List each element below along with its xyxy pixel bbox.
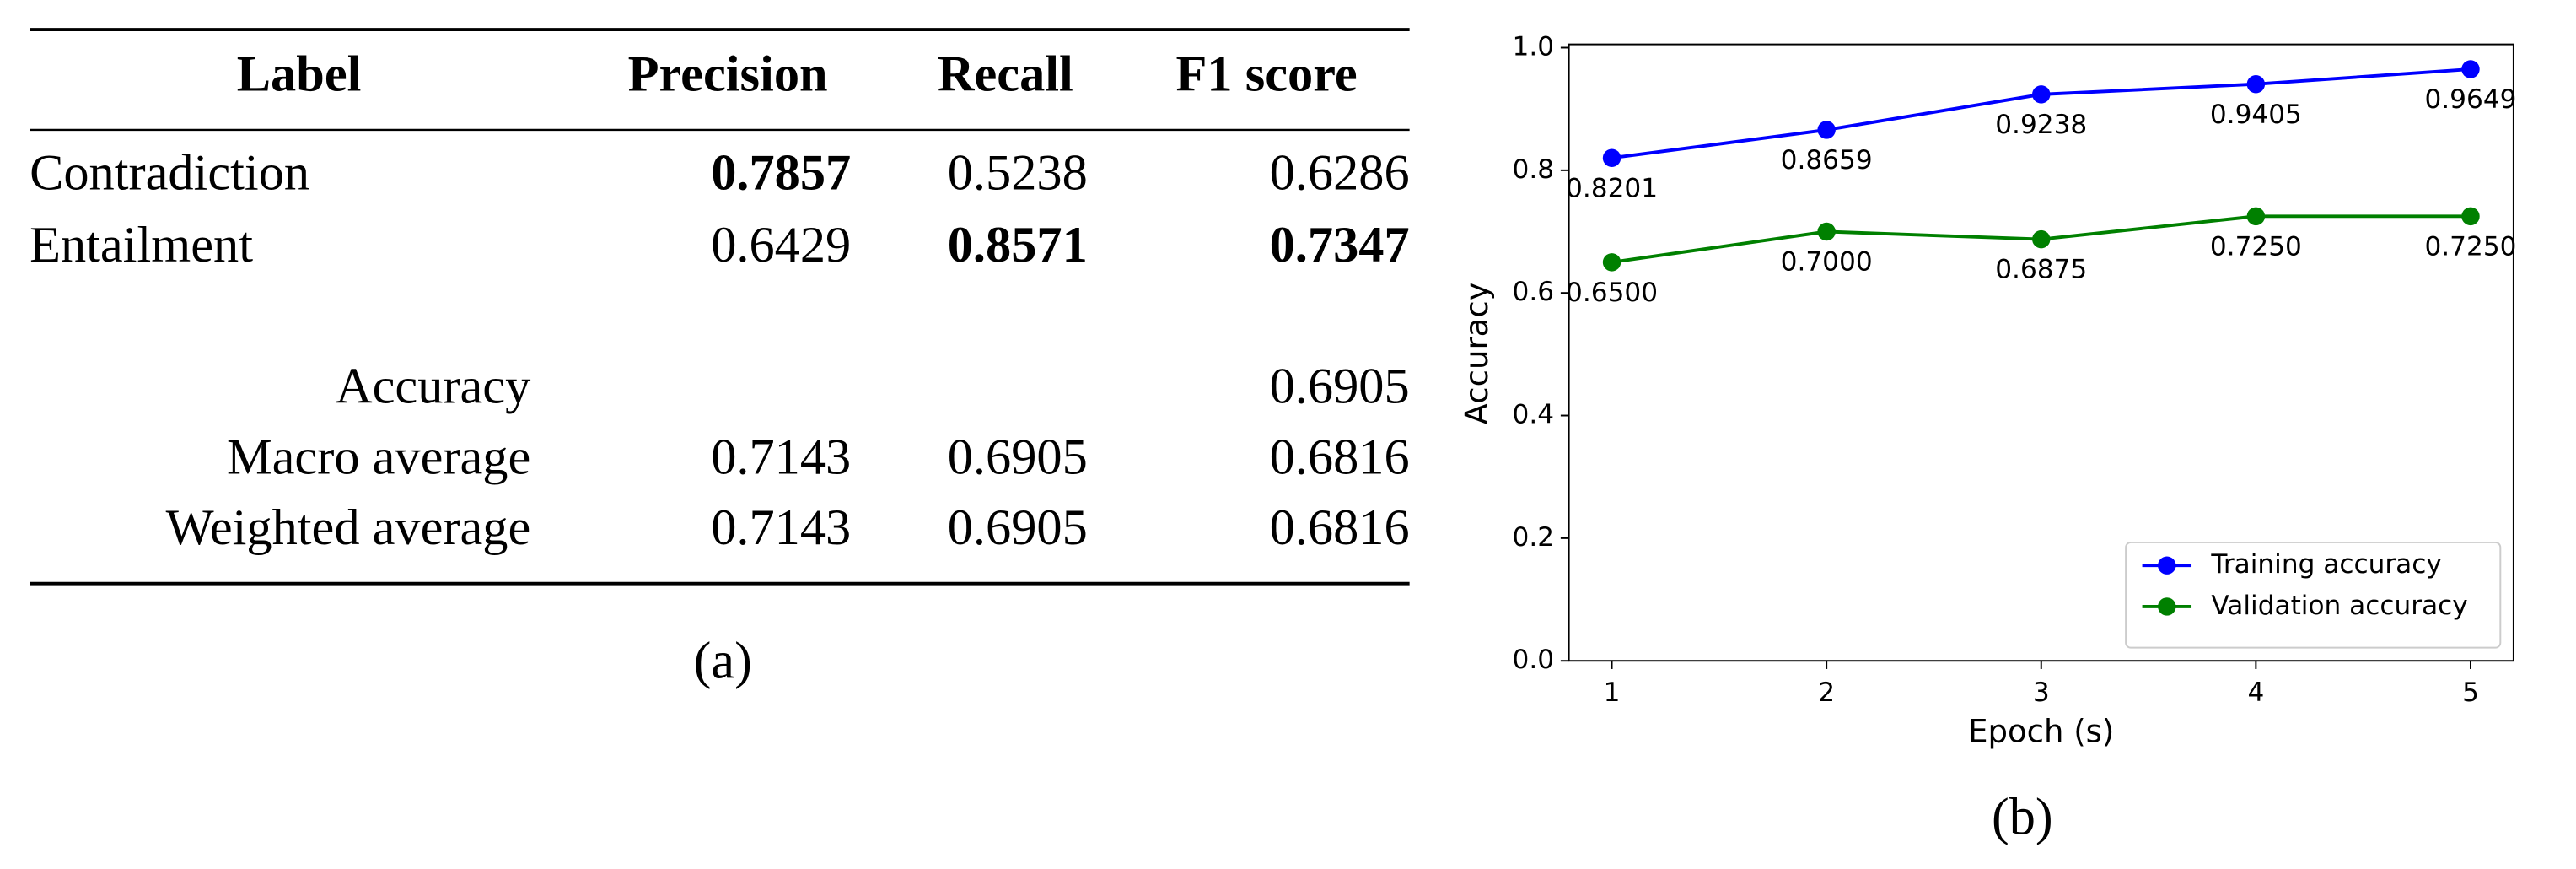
data-point bbox=[2032, 229, 2051, 249]
cell: 0.6905 bbox=[948, 429, 1088, 485]
column-header: F1 score bbox=[1176, 46, 1358, 102]
cell: 0.6816 bbox=[1270, 499, 1410, 556]
x-tick-label: 2 bbox=[1818, 677, 1835, 708]
data-point bbox=[1602, 148, 1621, 167]
legend-swatch-marker bbox=[2158, 597, 2176, 616]
y-tick-label: 0.6 bbox=[1513, 277, 1555, 307]
row-label: Entailment bbox=[30, 217, 253, 273]
data-label: 0.9238 bbox=[1995, 110, 2087, 140]
column-header: Label bbox=[237, 46, 362, 102]
cell: 0.6905 bbox=[948, 499, 1088, 556]
y-tick-label: 0.8 bbox=[1513, 154, 1555, 185]
data-label: 0.6500 bbox=[1566, 278, 1658, 308]
data-point bbox=[1817, 121, 1836, 139]
row-label: Macro average bbox=[227, 429, 530, 485]
x-tick-label: 1 bbox=[1604, 677, 1621, 708]
legend-swatch-marker bbox=[2158, 556, 2176, 575]
data-point bbox=[2246, 207, 2266, 226]
x-axis-label: Epoch (s) bbox=[1968, 713, 2114, 749]
cell: 0.6429 bbox=[711, 217, 851, 273]
cell: 0.7347 bbox=[1270, 217, 1410, 273]
caption-b: (b) bbox=[1992, 787, 2053, 845]
data-label: 0.8201 bbox=[1566, 173, 1658, 203]
cell: 0.6286 bbox=[1270, 144, 1410, 201]
legend-label: Training accuracy bbox=[2210, 549, 2441, 580]
cell: 0.6905 bbox=[1270, 359, 1410, 415]
x-tick-label: 4 bbox=[2247, 677, 2264, 708]
legend-label: Validation accuracy bbox=[2211, 591, 2467, 621]
y-axis-label: Accuracy bbox=[1459, 282, 1495, 424]
data-point bbox=[2032, 85, 2051, 104]
y-tick-label: 0.2 bbox=[1513, 522, 1555, 553]
data-point bbox=[1817, 222, 1836, 241]
cell: 0.7857 bbox=[711, 144, 851, 201]
column-header: Precision bbox=[628, 46, 828, 102]
legend-box bbox=[2125, 541, 2502, 649]
y-tick-label: 0.0 bbox=[1513, 645, 1555, 675]
data-label: 0.8659 bbox=[1781, 145, 1873, 175]
x-tick-label: 5 bbox=[2462, 677, 2479, 708]
row-label: Contradiction bbox=[30, 144, 309, 201]
cell: 0.7143 bbox=[711, 429, 851, 485]
data-point bbox=[1602, 253, 1621, 272]
column-header: Recall bbox=[938, 46, 1073, 102]
cell: 0.5238 bbox=[948, 144, 1088, 201]
caption-a: (a) bbox=[694, 631, 752, 689]
cell: 0.7143 bbox=[711, 499, 851, 556]
x-tick-label: 3 bbox=[2033, 677, 2050, 708]
data-label: 0.9649 bbox=[2424, 84, 2516, 115]
data-point bbox=[2246, 75, 2266, 94]
cell: 0.6816 bbox=[1270, 429, 1410, 485]
figure-root: (a) (b) Label Precision Recall F1 score Cont… bbox=[30, 28, 2516, 845]
data-point bbox=[2461, 207, 2480, 226]
data-label: 0.7250 bbox=[2210, 231, 2302, 262]
data-label: 0.7000 bbox=[1781, 247, 1873, 278]
data-label: 0.6875 bbox=[1995, 255, 2087, 285]
data-label: 0.9405 bbox=[2210, 100, 2302, 130]
row-label: Weighted average bbox=[166, 499, 531, 556]
y-tick-label: 1.0 bbox=[1513, 32, 1555, 62]
data-label: 0.7250 bbox=[2424, 231, 2516, 262]
y-tick-label: 0.4 bbox=[1513, 400, 1555, 430]
cell: 0.8571 bbox=[948, 217, 1088, 273]
data-point bbox=[2461, 60, 2480, 78]
row-label: Accuracy bbox=[336, 359, 530, 415]
